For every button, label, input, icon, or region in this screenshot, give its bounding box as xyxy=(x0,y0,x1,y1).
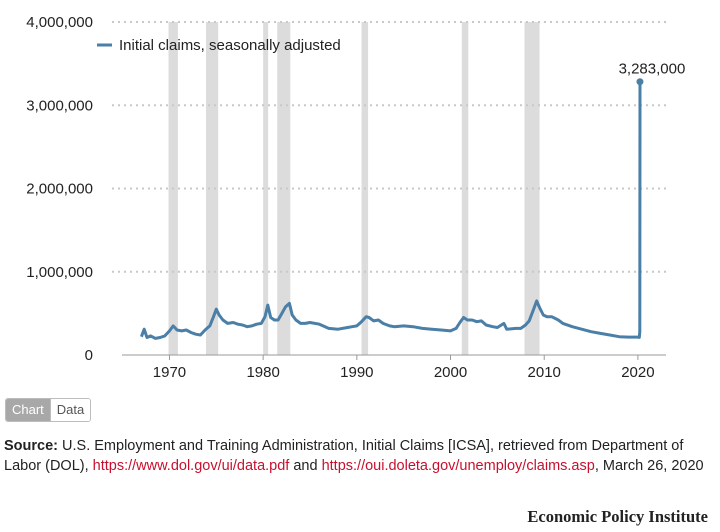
endpoint-value-label: 3,283,000 xyxy=(619,61,686,78)
series-endpoint-marker xyxy=(636,78,644,86)
recession-band-6 xyxy=(461,22,469,355)
chart-area: 0 1,000,000 2,000,000 3,000,000 4,000,000 197… xyxy=(26,14,686,381)
chart-svg: 0 1,000,000 2,000,000 3,000,000 4,000,000 197… xyxy=(26,14,686,381)
x-tick-label-2010: 2010 xyxy=(528,364,561,381)
y-tick-label-4: 4,000,000 xyxy=(26,14,93,31)
x-tick-label-2000: 2000 xyxy=(434,364,467,381)
source-text-1: U.S. Employment and Training Administrat… xyxy=(4,438,684,474)
source-note: Source: U.S. Employment and Training Adm… xyxy=(4,436,704,476)
source-text-3: , March 26, 2020 xyxy=(594,458,704,474)
brand-logo-text: Economic Policy Institute xyxy=(527,507,708,526)
y-tick-label-0: 0 xyxy=(85,347,93,364)
source-link-dol[interactable]: https://www.dol.gov/ui/data.pdf xyxy=(92,458,290,474)
x-tick-label-1990: 1990 xyxy=(340,364,373,381)
x-tick-label-1980: 1980 xyxy=(246,364,279,381)
legend-label: Initial claims, seasonally adjusted xyxy=(119,37,341,54)
source-text-2: and xyxy=(289,458,322,474)
series-line-initial-claims xyxy=(139,81,642,340)
legend: Initial claims, seasonally adjusted xyxy=(97,37,341,54)
chart-tab-button[interactable]: Chart xyxy=(6,399,50,421)
y-tick-label-1: 1,000,000 xyxy=(26,264,93,281)
chart-data-toggle: Chart Data xyxy=(5,398,92,422)
x-tick-label-2020: 2020 xyxy=(621,364,654,381)
recession-band-3 xyxy=(263,22,269,355)
y-tick-label-2: 2,000,000 xyxy=(26,181,93,198)
source-link-doleta[interactable]: https://oui.doleta.gov/unemploy/claims.a… xyxy=(321,458,595,474)
y-tick-label-3: 3,000,000 xyxy=(26,97,93,114)
data-tab-button[interactable]: Data xyxy=(49,399,91,421)
recession-band-2 xyxy=(206,22,219,355)
source-label: Source: xyxy=(4,438,58,454)
x-tick-label-1970: 1970 xyxy=(153,364,186,381)
